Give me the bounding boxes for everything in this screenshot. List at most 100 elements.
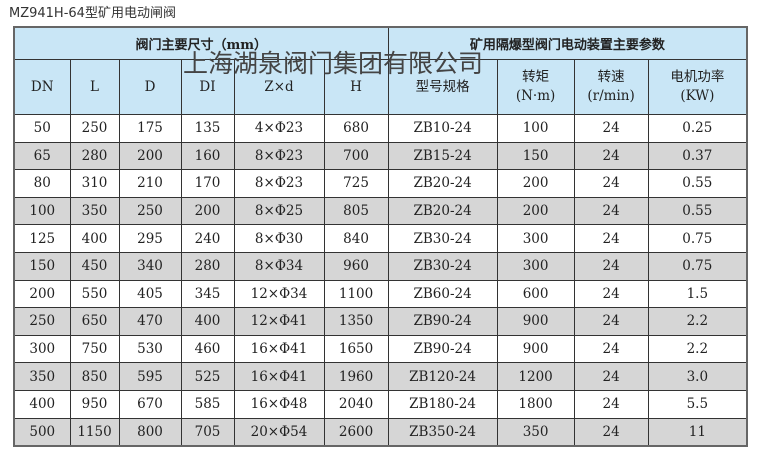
table-cell: 250	[13, 307, 71, 336]
table-row: 400 950 670 585 16×Φ48 2040 ZB180-24 1800 24 5.5	[13, 389, 748, 419]
table-cell: ZB30-24	[387, 251, 498, 281]
table-cell: 5.5	[647, 389, 748, 419]
column-header: D	[118, 59, 182, 115]
table-cell: 1350	[323, 307, 389, 336]
table-cell: 350	[496, 417, 575, 447]
table-cell: 0.75	[647, 251, 748, 281]
table-cell: 135	[180, 114, 235, 143]
table-cell: 350	[13, 362, 71, 391]
table-cell: 840	[323, 224, 389, 253]
table-cell: 1.5	[647, 279, 748, 309]
table-cell: 200	[118, 141, 182, 171]
table-cell: 8×Φ23	[233, 169, 325, 198]
spec-table: 阀门主要尺寸（mm） 矿用隔爆型阀门电动装置主要参数 DN L D DI Z×d H 型号规…	[13, 26, 749, 448]
table-cell: 24	[573, 362, 649, 391]
table-cell: 12×Φ34	[233, 279, 325, 309]
table-cell: 400	[69, 224, 120, 253]
table-cell: 200	[180, 196, 235, 226]
table-cell: 240	[180, 224, 235, 253]
page-title: MZ941H-64型矿用电动闸阀	[9, 6, 176, 21]
table-cell: 0.25	[647, 114, 748, 143]
table-cell: ZB15-24	[387, 141, 498, 171]
column-header: DN	[13, 59, 71, 115]
table-cell: 24	[573, 307, 649, 336]
table-cell: 300	[13, 334, 71, 364]
table-cell: ZB30-24	[387, 224, 498, 253]
table-cell: 200	[13, 279, 71, 309]
table-cell: 100	[13, 196, 71, 226]
table-cell: 1960	[323, 362, 389, 391]
table-cell: 900	[496, 334, 575, 364]
table-cell: 16×Φ41	[233, 334, 325, 364]
column-header: L	[69, 59, 120, 115]
table-cell: 400	[13, 389, 71, 419]
table-cell: 700	[323, 141, 389, 171]
table-cell: 3.0	[647, 362, 748, 391]
table-cell: 160	[180, 141, 235, 171]
table-cell: 670	[118, 389, 182, 419]
table-cell: 725	[323, 169, 389, 198]
table-cell: ZB90-24	[387, 307, 498, 336]
table-cell: 300	[496, 224, 575, 253]
group-header-valve-dimensions: 阀门主要尺寸（mm）	[13, 26, 389, 60]
table-cell: 800	[118, 417, 182, 447]
table-row: 150 450 340 280 8×Φ34 960 ZB30-24 300 24 0.75	[13, 251, 748, 281]
table-cell: 24	[573, 224, 649, 253]
table-cell: 705	[180, 417, 235, 447]
table-cell: 470	[118, 307, 182, 336]
table-cell: 2.2	[647, 307, 748, 336]
table-cell: 1100	[323, 279, 389, 309]
table-cell: 600	[496, 279, 575, 309]
table-cell: ZB20-24	[387, 169, 498, 198]
column-header: 电机功率 (KW)	[647, 59, 748, 115]
table-cell: 0.37	[647, 141, 748, 171]
table-cell: 200	[496, 169, 575, 198]
table-cell: 11	[647, 417, 748, 447]
table-cell: 530	[118, 334, 182, 364]
table-cell: ZB180-24	[387, 389, 498, 419]
table-cell: 250	[118, 196, 182, 226]
table-cell: 24	[573, 251, 649, 281]
table-cell: 4×Φ23	[233, 114, 325, 143]
table-cell: 20×Φ54	[233, 417, 325, 447]
table-cell: 750	[69, 334, 120, 364]
column-header: Z×d	[233, 59, 325, 115]
table-cell: 310	[69, 169, 120, 198]
table-cell: 175	[118, 114, 182, 143]
table-cell: 0.55	[647, 169, 748, 198]
table-cell: 12×Φ41	[233, 307, 325, 336]
column-header: 型号规格	[387, 59, 498, 115]
table-cell: 16×Φ41	[233, 362, 325, 391]
table-cell: 2040	[323, 389, 389, 419]
column-header: 转速 (r/min)	[573, 59, 649, 115]
table-cell: 680	[323, 114, 389, 143]
table-cell: 2600	[323, 417, 389, 447]
table-row: 65 280 200 160 8×Φ23 700 ZB15-24 150 24 0.37	[13, 141, 748, 171]
column-header: DI	[180, 59, 235, 115]
table-cell: 24	[573, 279, 649, 309]
table-row: 300 750 530 460 16×Φ41 1650 ZB90-24 900 24 2.2	[13, 334, 748, 364]
table-row: 50 250 175 135 4×Φ23 680 ZB10-24 100 24 0.25	[13, 114, 748, 143]
table-cell: 24	[573, 417, 649, 447]
group-header-actuator-params: 矿用隔爆型阀门电动装置主要参数	[387, 26, 748, 60]
table-cell: 405	[118, 279, 182, 309]
table-cell: 65	[13, 141, 71, 171]
column-header: H	[323, 59, 389, 115]
table-cell: 24	[573, 169, 649, 198]
table-cell: 340	[118, 251, 182, 281]
table-cell: 280	[180, 251, 235, 281]
table-cell: 8×Φ34	[233, 251, 325, 281]
table-cell: 200	[496, 196, 575, 226]
table-cell: 300	[496, 251, 575, 281]
table-cell: 525	[180, 362, 235, 391]
table-cell: 24	[573, 389, 649, 419]
table-cell: 295	[118, 224, 182, 253]
table-row: 125 400 295 240 8×Φ30 840 ZB30-24 300 24 0.75	[13, 224, 748, 253]
table-cell: 24	[573, 196, 649, 226]
table-cell: 170	[180, 169, 235, 198]
table-cell: 24	[573, 141, 649, 171]
table-cell: 900	[496, 307, 575, 336]
table-row: 500 1150 800 705 20×Φ54 2600 ZB350-24 350 24 11	[13, 417, 748, 447]
table-cell: 100	[496, 114, 575, 143]
table-cell: 8×Φ23	[233, 141, 325, 171]
